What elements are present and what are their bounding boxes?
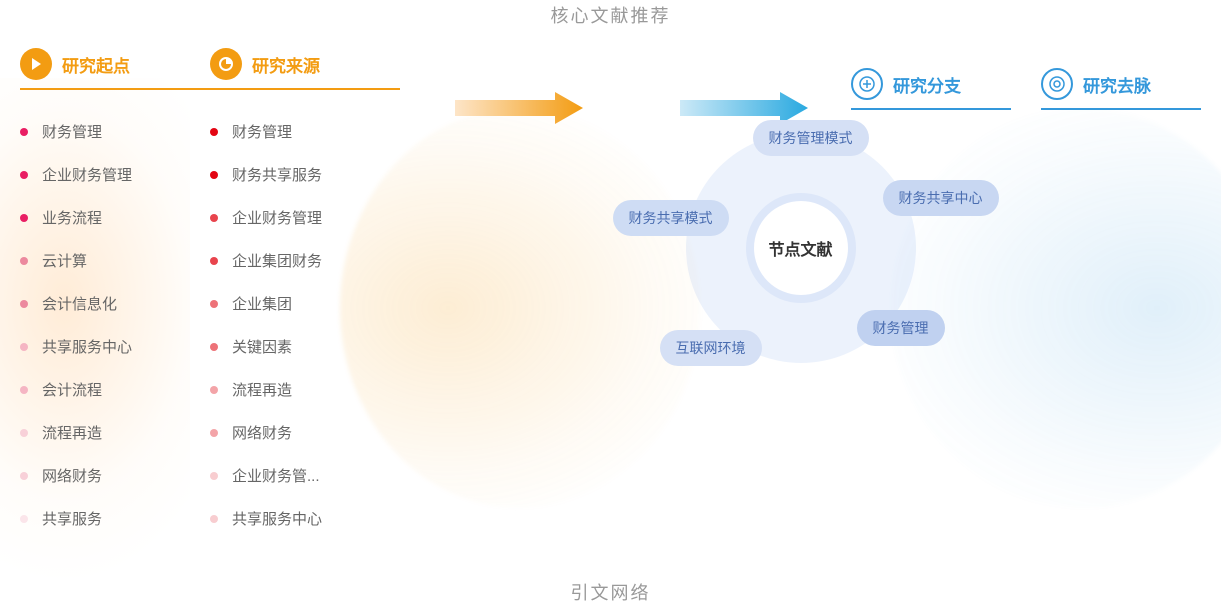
list-item-label: 企业集团财务 [232,250,322,271]
list-item[interactable]: 云计算 [20,239,210,282]
list-item[interactable]: 企业财务管理 [20,153,210,196]
start-list: 财务管理企业财务管理业务流程云计算会计信息化共享服务中心会计流程流程再造网络财务… [20,110,210,540]
bullet-icon [210,300,218,308]
satellite-node[interactable]: 财务共享中心 [883,180,999,216]
bullet-icon [20,386,28,394]
list-item-label: 关键因素 [232,336,292,357]
list-item-label: 流程再造 [42,422,102,443]
bullet-icon [210,386,218,394]
list-item-label: 流程再造 [232,379,292,400]
list-item-label: 企业集团 [232,293,292,314]
bullet-icon [20,128,28,136]
list-item-label: 网络财务 [232,422,292,443]
bullet-icon [20,257,28,265]
bullet-icon [20,214,28,222]
list-item-label: 共享服务 [42,508,102,529]
start-title: 研究起点 [62,52,130,77]
list-item[interactable]: 会计流程 [20,368,210,411]
list-item[interactable]: 流程再造 [20,411,210,454]
source-header[interactable]: 研究来源 [210,48,400,90]
plus-circle-icon [851,68,883,100]
bullet-icon [210,257,218,265]
bullet-icon [20,171,28,179]
bullet-icon [20,515,28,523]
bullet-icon [210,429,218,437]
satellite-node[interactable]: 财务管理模式 [753,120,869,156]
top-title: 核心文献推荐 [0,0,1221,28]
bullet-icon [210,171,218,179]
outflow-header[interactable]: 研究去脉 [1041,68,1201,110]
list-item-label: 业务流程 [42,207,102,228]
blue-blob [891,108,1221,508]
list-item-label: 共享服务中心 [232,508,322,529]
list-item[interactable]: 共享服务 [20,497,210,540]
bottom-title: 引文网络 [571,579,651,605]
list-item-label: 企业财务管理 [232,207,322,228]
bullet-icon [20,472,28,480]
list-item[interactable]: 企业财务管... [210,454,400,497]
column-start: 研究起点 财务管理企业财务管理业务流程云计算会计信息化共享服务中心会计流程流程再… [20,48,210,588]
right-columns: 研究分支 研究去脉 [851,68,1201,110]
list-item[interactable]: 财务管理 [20,110,210,153]
bullet-icon [20,429,28,437]
satellite-node[interactable]: 互联网环境 [660,330,762,366]
main-container: 研究起点 财务管理企业财务管理业务流程云计算会计信息化共享服务中心会计流程流程再… [0,28,1221,588]
center-node[interactable]: 节点文献 [746,193,856,303]
bullet-icon [210,343,218,351]
satellite-node[interactable]: 财务共享模式 [613,200,729,236]
list-item-label: 财务管理 [42,121,102,142]
outflow-title: 研究去脉 [1083,72,1151,97]
list-item-label: 企业财务管... [232,465,320,486]
bullet-icon [210,128,218,136]
list-item[interactable]: 业务流程 [20,196,210,239]
arrow-orange-icon [455,88,585,128]
list-item-label: 共享服务中心 [42,336,132,357]
orange-blob [340,108,700,508]
list-item[interactable]: 共享服务中心 [20,325,210,368]
list-item-label: 会计流程 [42,379,102,400]
bullet-icon [20,300,28,308]
source-title: 研究来源 [252,52,320,77]
list-item-label: 网络财务 [42,465,102,486]
list-item-label: 会计信息化 [42,293,117,314]
target-icon [1041,68,1073,100]
branch-title: 研究分支 [893,72,961,97]
list-item-label: 财务共享服务 [232,164,322,185]
list-item[interactable]: 网络财务 [20,454,210,497]
bullet-icon [210,472,218,480]
play-icon [20,48,52,80]
satellite-node[interactable]: 财务管理 [857,310,945,346]
bullet-icon [210,214,218,222]
list-item[interactable]: 财务管理 [210,110,400,153]
center-area: 节点文献 财务管理模式财务共享中心财务管理互联网环境 财务共享模式 [400,48,1201,588]
start-header[interactable]: 研究起点 [20,48,210,90]
column-outflow: 研究去脉 [1041,68,1201,110]
list-item[interactable]: 共享服务中心 [210,497,400,540]
bullet-icon [20,343,28,351]
bullet-icon [210,515,218,523]
column-branch: 研究分支 [851,68,1011,110]
list-item[interactable]: 会计信息化 [20,282,210,325]
list-item-label: 企业财务管理 [42,164,132,185]
list-item[interactable]: 财务共享服务 [210,153,400,196]
branch-header[interactable]: 研究分支 [851,68,1011,110]
list-item-label: 云计算 [42,250,87,271]
pie-icon [210,48,242,80]
list-item-label: 财务管理 [232,121,292,142]
